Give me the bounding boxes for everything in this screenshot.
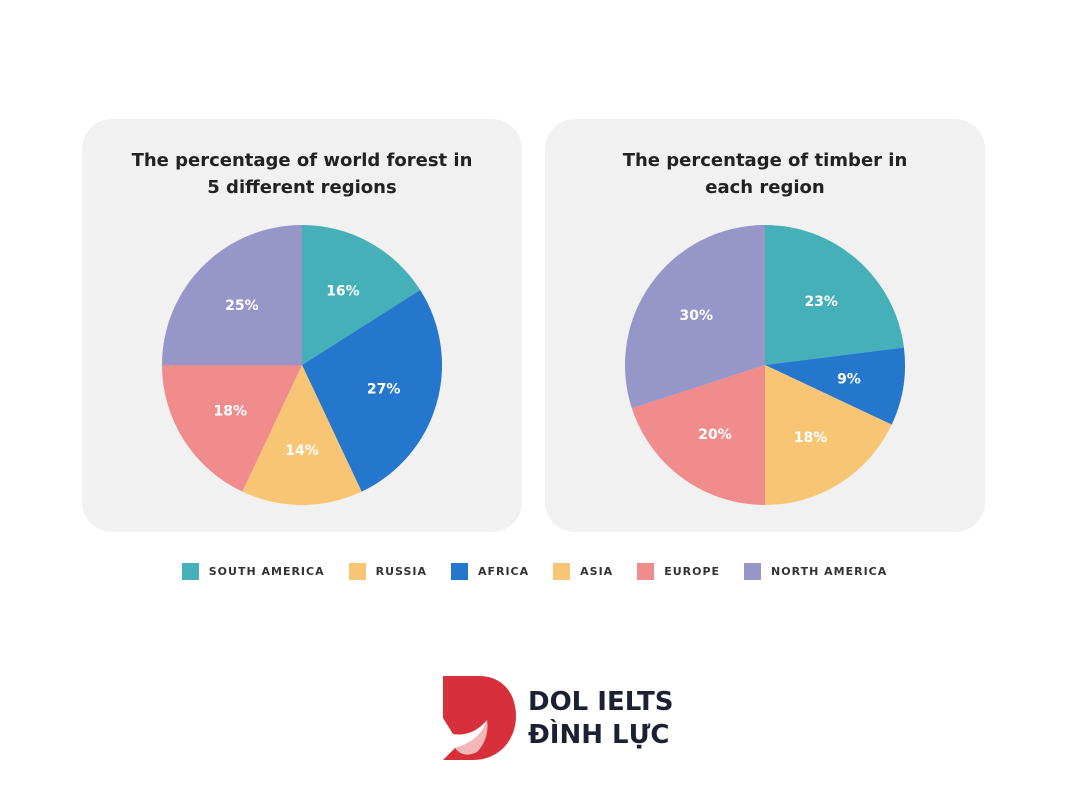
- chart-title-timber: The percentage of timber in each region: [565, 147, 965, 201]
- logo-line-1: DOL IELTS: [528, 687, 674, 717]
- chart-title-line-1: The percentage of timber in: [622, 150, 908, 171]
- legend-item-asia: ASIA: [553, 563, 613, 580]
- logo-wordmark: DOL IELTS ĐÌNH LỰC: [528, 686, 673, 752]
- pie-slice-asia: [765, 365, 892, 505]
- pie-slice-label: 25%: [225, 298, 259, 314]
- legend-item-north-america: NORTH AMERICA: [744, 563, 887, 580]
- pie-slice-europe: [631, 365, 765, 505]
- pie-slice-label: 16%: [326, 284, 360, 300]
- chart-title-world-forest: The percentage of world forest in 5 diff…: [102, 147, 502, 201]
- chart-card-world-forest: The percentage of world forest in 5 diff…: [82, 119, 522, 532]
- pie-slice-label: 30%: [679, 308, 713, 324]
- legend-item-south-america: SOUTH AMERICA: [181, 563, 325, 580]
- legend-label: AFRICA: [477, 565, 530, 578]
- legend-swatch: [450, 563, 468, 580]
- chart-legend: SOUTH AMERICA RUSSIA AFRICA ASIA EUROPE NORTH…: [0, 563, 1069, 580]
- chart-title-line-2: 5 different regions: [207, 177, 397, 198]
- pie-slice-north-america: [625, 225, 765, 409]
- legend-swatch: [348, 563, 366, 580]
- pie-slice-asia: [242, 365, 362, 505]
- pie-slice-south-america: [302, 225, 421, 365]
- pie-slice-label: 18%: [794, 430, 828, 446]
- legend-swatch: [637, 563, 655, 580]
- chart-title-line-1: The percentage of world forest in: [131, 150, 473, 171]
- dol-logo-icon: [443, 676, 516, 760]
- pie-slice-label: 27%: [367, 382, 401, 398]
- legend-item-africa: AFRICA: [450, 563, 530, 580]
- legend-swatch: [744, 563, 762, 580]
- chart-title-line-2: each region: [705, 177, 825, 198]
- pie-slice-label: 20%: [698, 427, 732, 443]
- brand-logo: DOL IELTS ĐÌNH LỰC: [441, 676, 681, 760]
- pie-chart-timber: 23% 9% 18% 20% 30%: [625, 225, 905, 505]
- chart-card-timber: The percentage of timber in each region …: [545, 119, 985, 532]
- pie-slice-south-america: [765, 225, 904, 365]
- pie-slice-label: 23%: [804, 294, 838, 310]
- legend-label: EUROPE: [664, 565, 721, 578]
- legend-label: ASIA: [580, 565, 614, 578]
- pie-chart-world-forest: 16% 27% 14% 18% 25%: [162, 225, 443, 505]
- pie-slice-label: 14%: [285, 443, 319, 459]
- legend-item-europe: EUROPE: [637, 563, 720, 580]
- pie-slice-label: 9%: [837, 371, 861, 387]
- legend-swatch: [181, 563, 199, 580]
- legend-item-russia: RUSSIA: [348, 563, 427, 580]
- legend-label: SOUTH AMERICA: [208, 565, 325, 578]
- pie-slice-label: 18%: [213, 404, 247, 420]
- legend-label: NORTH AMERICA: [771, 565, 888, 578]
- legend-label: RUSSIA: [375, 565, 427, 578]
- logo-line-2: ĐÌNH LỰC: [528, 720, 670, 750]
- pie-slice-europe: [162, 365, 302, 492]
- pie-slice-north-america: [162, 225, 302, 365]
- pie-slice-africa: [302, 289, 443, 492]
- legend-swatch: [553, 563, 571, 580]
- pie-slice-africa: [765, 347, 905, 425]
